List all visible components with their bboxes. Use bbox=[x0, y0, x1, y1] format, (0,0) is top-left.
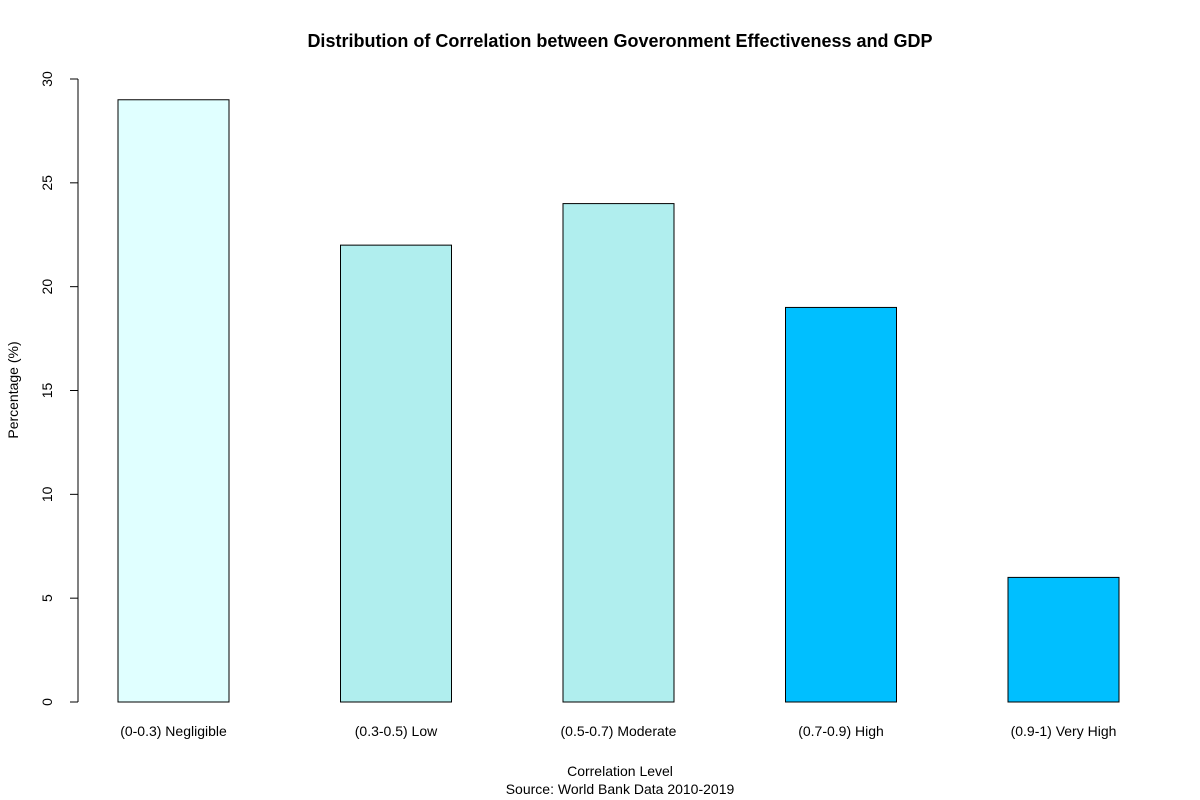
bar-5 bbox=[1007, 576, 1120, 703]
y-axis: 0 5 10 15 20 25 30 bbox=[39, 71, 79, 706]
x-tick-labels: (0-0.3) Negligible (0.3-0.5) Low (0.5-0.7)… bbox=[120, 723, 1116, 739]
x-tick-label: (0.3-0.5) Low bbox=[355, 723, 438, 739]
bar-4 bbox=[785, 306, 897, 703]
y-tick-label: 10 bbox=[39, 486, 55, 502]
y-axis-label: Percentage (%) bbox=[5, 341, 21, 438]
y-tick-label: 15 bbox=[39, 383, 55, 399]
x-tick-label: (0.7-0.9) High bbox=[798, 723, 884, 739]
x-axis-label: Correlation Level bbox=[567, 763, 673, 779]
x-tick-label: (0.5-0.7) Moderate bbox=[561, 723, 677, 739]
chart-title: Distribution of Correlation between Gove… bbox=[307, 31, 932, 51]
bar-1 bbox=[117, 99, 230, 703]
y-tick-label: 5 bbox=[39, 594, 55, 602]
bar-2 bbox=[340, 244, 452, 703]
x-tick-label: (0-0.3) Negligible bbox=[120, 723, 227, 739]
source-note: Source: World Bank Data 2010-2019 bbox=[506, 781, 735, 797]
x-tick-label: (0.9-1) Very High bbox=[1011, 723, 1117, 739]
bars-group bbox=[117, 99, 1120, 703]
bar-3 bbox=[562, 203, 675, 703]
y-tick-label: 20 bbox=[39, 279, 55, 295]
y-tick-label: 25 bbox=[39, 175, 55, 191]
y-tick-label: 30 bbox=[39, 71, 55, 87]
y-tick-label: 0 bbox=[39, 698, 55, 706]
